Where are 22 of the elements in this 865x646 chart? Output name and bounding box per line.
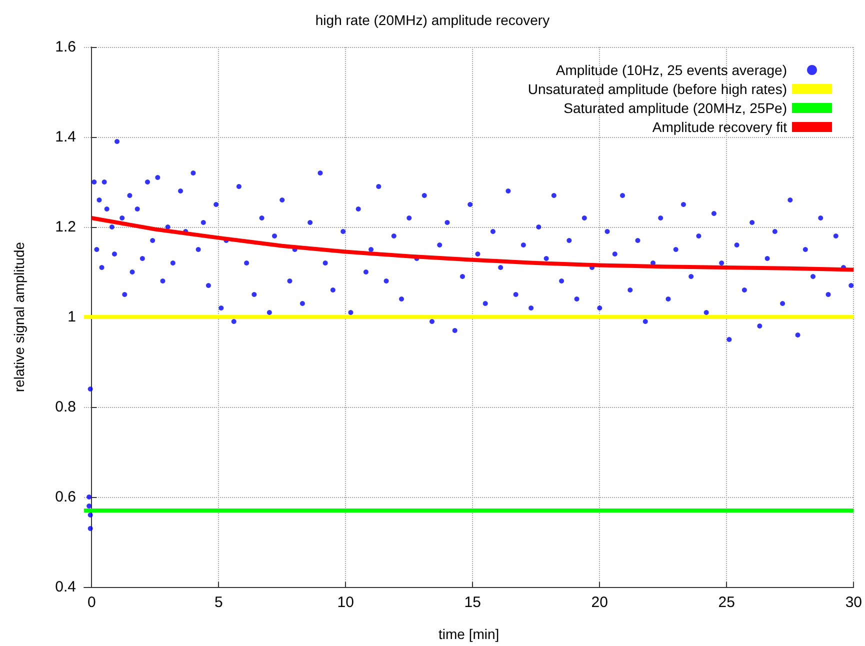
x-tick-label: 10	[337, 594, 354, 611]
x-tick-label: 25	[718, 594, 735, 611]
y-tick-label: 1.6	[55, 38, 76, 56]
x-tick-label: 30	[845, 594, 862, 611]
chart-title: high rate (20MHz) amplitude recovery	[315, 12, 550, 28]
y-tick-label: 0.8	[55, 398, 76, 416]
legend-label: Amplitude recovery fit	[652, 119, 788, 135]
y-axis-title: relative signal amplitude	[11, 242, 27, 392]
y-tick-label: 0.6	[55, 488, 76, 506]
legend-label: Saturated amplitude (20MHz, 25Pe)	[564, 100, 787, 116]
x-tick-label: 5	[214, 594, 223, 611]
line-series	[90, 216, 856, 272]
legend-label: Amplitude (10Hz, 25 events average)	[556, 62, 787, 78]
y-tick-label: 1	[68, 308, 76, 326]
x-tick-label: 15	[464, 594, 481, 611]
x-tick-label: 20	[591, 594, 608, 611]
x-tick-label: 0	[87, 594, 96, 611]
y-tick-label: 1.2	[55, 218, 76, 236]
legend-label: Unsaturated amplitude (before high rates)	[528, 81, 787, 97]
x-axis-title: time [min]	[438, 626, 500, 642]
y-tick-label: 0.4	[55, 578, 76, 596]
y-tick-label: 1.4	[55, 128, 76, 146]
